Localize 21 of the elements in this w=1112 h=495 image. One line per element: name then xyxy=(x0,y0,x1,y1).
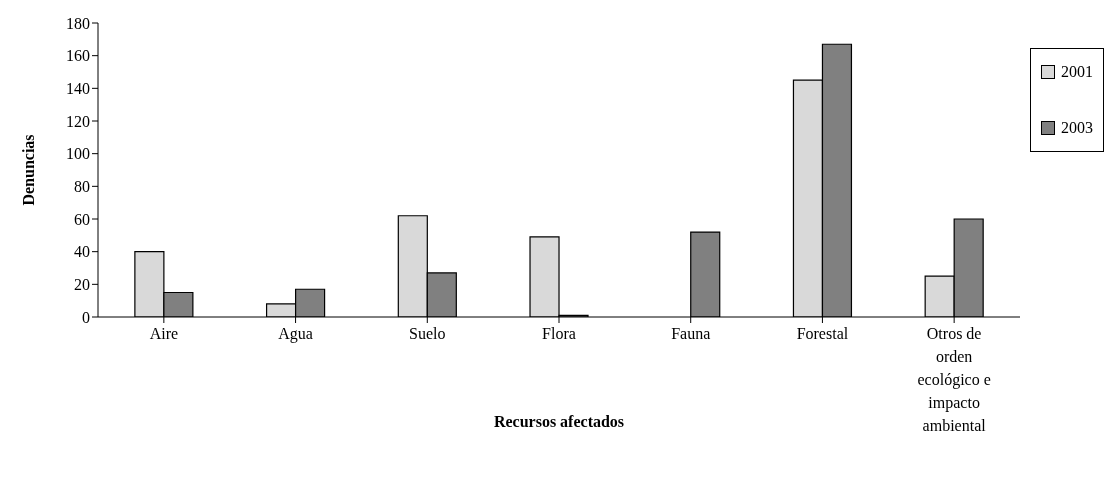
legend-label: 2001 xyxy=(1061,63,1093,81)
y-tick-label: 60 xyxy=(74,210,90,228)
x-tick-label: Agua xyxy=(278,325,313,343)
x-tick-label: Flora xyxy=(542,325,576,342)
x-tick-label: Forestal xyxy=(796,325,849,342)
y-tick-label: 160 xyxy=(66,47,90,65)
y-tick-label: 20 xyxy=(74,276,90,294)
x-tick-label: Aire xyxy=(149,325,179,342)
y-tick-label: 40 xyxy=(74,243,90,261)
y-tick-label: 0 xyxy=(82,308,90,326)
x-axis-title: Recursos afectados xyxy=(493,413,625,430)
y-tick-label: 120 xyxy=(66,112,90,130)
y-axis-title: Denuncias xyxy=(19,134,37,206)
y-tick-label: 140 xyxy=(66,80,90,98)
x-tick-label: Suelo xyxy=(409,325,446,342)
x-tick-label: Fauna xyxy=(671,325,711,342)
legend-label: 2003 xyxy=(1061,119,1093,137)
y-tick-label: 180 xyxy=(66,14,90,32)
x-tick-label: Otros de orden ecológico e impacto ambiental xyxy=(917,325,991,434)
y-tick-label: 100 xyxy=(66,145,90,163)
y-tick-label: 80 xyxy=(74,178,90,196)
